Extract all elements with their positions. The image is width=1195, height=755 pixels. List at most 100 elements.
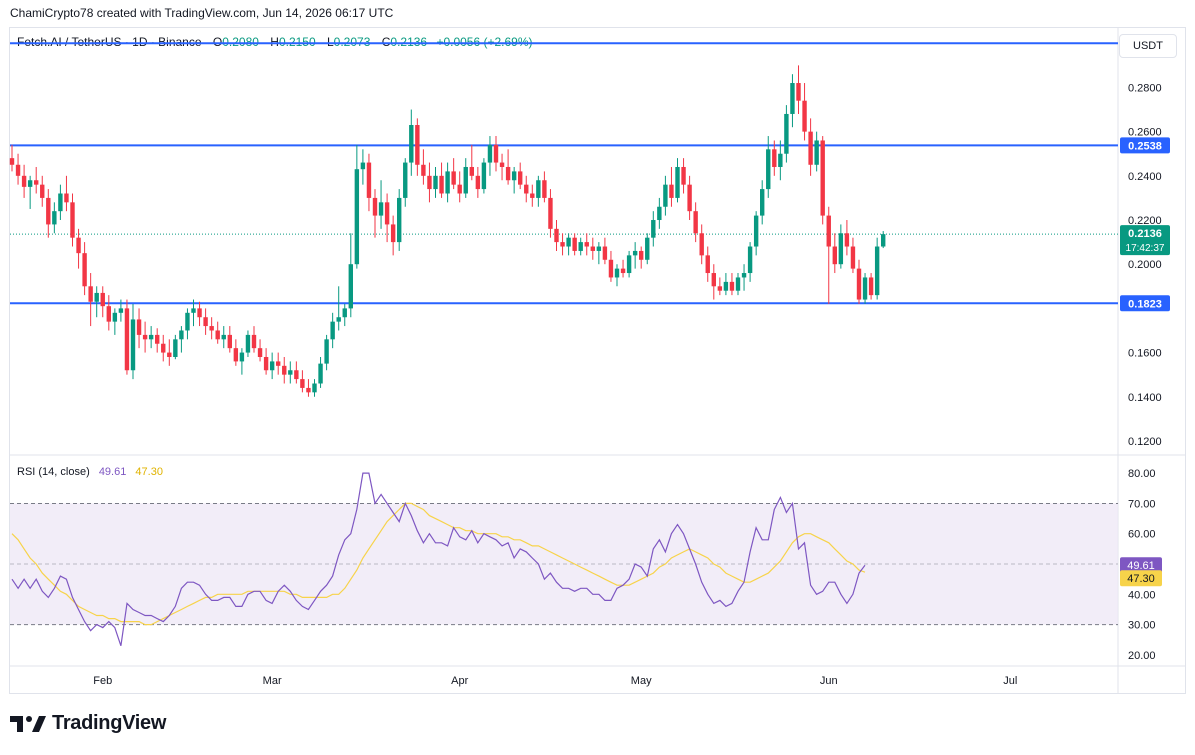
price-tick-label: 0.2800 xyxy=(1128,82,1162,94)
candle-body xyxy=(554,228,559,243)
candle-body xyxy=(46,197,51,225)
candle-body xyxy=(511,171,517,181)
candle-body xyxy=(814,140,819,165)
candle-body xyxy=(124,308,130,371)
currency-button[interactable]: USDT xyxy=(1119,34,1177,58)
candle-body xyxy=(88,286,93,302)
candle-body xyxy=(239,352,245,362)
candle-body xyxy=(760,189,765,216)
candle-body xyxy=(844,233,850,247)
candle-body xyxy=(142,334,148,340)
rsi-tick-label: 20.00 xyxy=(1128,650,1156,662)
rsi-tick-label: 30.00 xyxy=(1128,620,1156,632)
rsi-ma-tag-bg xyxy=(1120,570,1162,587)
candle-body xyxy=(735,277,741,291)
candle-body xyxy=(632,250,638,256)
candle-body xyxy=(15,164,21,176)
candle-body xyxy=(312,383,317,393)
candle-body xyxy=(584,242,589,247)
candle-body xyxy=(590,246,595,251)
candle-body xyxy=(451,171,456,185)
open-label: O xyxy=(213,35,222,49)
candle-body xyxy=(203,317,208,327)
candle-body xyxy=(409,125,414,163)
candle-body xyxy=(40,184,45,198)
candle-body xyxy=(602,246,608,260)
candle-body xyxy=(64,193,69,203)
candle-body xyxy=(191,308,196,313)
rsi-legend-ma-value: 47.30 xyxy=(135,466,163,478)
level-tag-01823: 0.1823 xyxy=(1128,298,1162,310)
rsi-lines xyxy=(11,472,866,646)
candle-body xyxy=(100,292,105,307)
level-tag-02538-bg xyxy=(1120,137,1170,154)
candle-body xyxy=(257,348,263,357)
candle-body xyxy=(881,234,886,247)
rsi-ma-line xyxy=(11,502,866,626)
candle-body xyxy=(185,312,190,331)
candle-body xyxy=(82,253,87,287)
candle-body xyxy=(427,175,432,190)
tradingview-logo[interactable]: TradingView xyxy=(10,712,166,735)
candle-body xyxy=(796,83,801,101)
candle-body xyxy=(766,149,771,190)
candle-body xyxy=(136,319,142,335)
candle-body xyxy=(415,125,420,165)
candle-body xyxy=(227,334,232,349)
candle-body xyxy=(263,356,269,371)
price-tick-label: 0.1400 xyxy=(1128,392,1162,404)
candle-body xyxy=(9,158,15,165)
candle-body xyxy=(874,246,880,296)
horizontal-levels xyxy=(10,42,1118,305)
ohlc-legend: Fetch.AI / TetherUS · 1D · Binance O0.20… xyxy=(17,35,533,49)
low-value: 0.2073 xyxy=(334,35,371,49)
candle-body xyxy=(148,334,154,340)
candle-body xyxy=(433,175,438,190)
tradingview-logo-text: TradingView xyxy=(52,712,167,734)
candles xyxy=(9,65,886,397)
close-label: C xyxy=(382,35,391,49)
rsi-legend-value: 49.61 xyxy=(99,466,127,478)
price-tick-label: 0.2200 xyxy=(1128,215,1162,227)
candle-body xyxy=(173,339,178,357)
chart-frame xyxy=(9,27,1186,694)
low-label: L xyxy=(327,35,334,49)
time-tick-label: Jul xyxy=(1003,675,1017,687)
candle-body xyxy=(282,365,287,375)
candle-body xyxy=(711,273,716,287)
candle-body xyxy=(306,387,311,393)
current-price-tag-bg xyxy=(1120,225,1170,256)
candle-body xyxy=(463,166,468,194)
rsi-legend-title: RSI (14, close) xyxy=(17,466,90,478)
time-tick-label: Feb xyxy=(93,675,112,687)
axes: 0.1200 0.1400 0.1600 0.2000 0.2200 0.2400 0.26… xyxy=(93,82,1161,687)
candle-body xyxy=(34,180,39,185)
time-tick-label: Apr xyxy=(451,675,468,687)
price-tick-label: 0.2400 xyxy=(1128,171,1162,183)
candle-body xyxy=(729,281,735,291)
rsi-value-tag-bg xyxy=(1120,557,1162,574)
candle-body xyxy=(560,242,565,247)
candle-body xyxy=(397,197,402,243)
rsi-tick-label: 40.00 xyxy=(1128,589,1156,601)
candle-body xyxy=(790,83,795,114)
price-tick-label: 0.1600 xyxy=(1128,348,1162,360)
candle-body xyxy=(354,169,360,265)
candle-body xyxy=(372,197,378,216)
rsi-line xyxy=(11,472,866,646)
candle-body xyxy=(572,237,577,251)
candle-body xyxy=(530,193,535,198)
candle-body xyxy=(499,162,505,167)
candle-body xyxy=(826,215,831,247)
candle-body xyxy=(251,334,257,349)
candle-body xyxy=(209,326,214,331)
candle-body xyxy=(130,319,136,371)
high-label: H xyxy=(270,35,279,49)
candle-body xyxy=(820,140,825,216)
tradingview-logo-icon xyxy=(10,715,46,732)
candle-body xyxy=(518,171,523,185)
candle-body xyxy=(245,334,251,353)
candle-body xyxy=(161,343,166,353)
candle-body xyxy=(536,180,541,198)
